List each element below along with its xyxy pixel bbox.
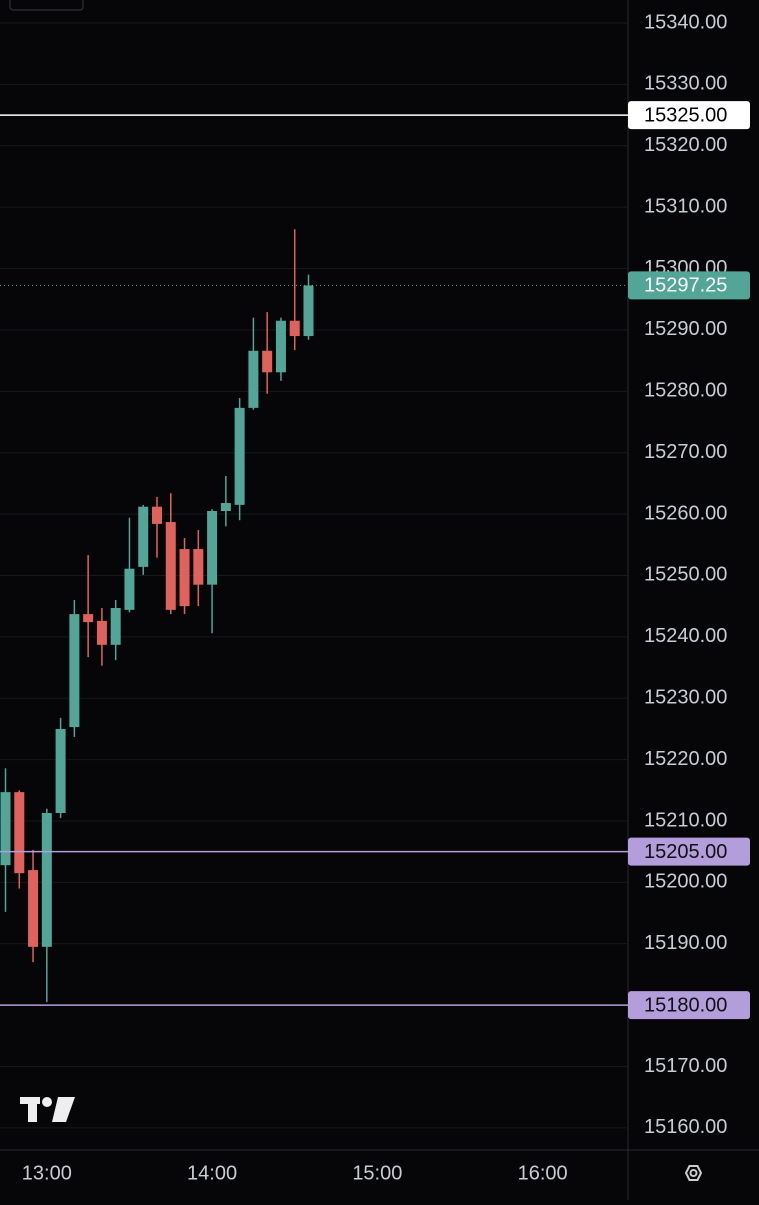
y-tick-label: 15280.00 <box>644 380 727 402</box>
candle-body <box>83 614 94 623</box>
y-tick-label: 15190.00 <box>644 932 727 954</box>
price-badge <box>628 271 750 300</box>
candle-body <box>124 568 135 610</box>
price-badge-label: 15180.00 <box>644 994 727 1016</box>
candle-body <box>69 614 80 728</box>
candle-body <box>220 503 231 512</box>
x-tick-label: 15:00 <box>352 1162 402 1184</box>
y-tick-label: 15230.00 <box>644 687 727 709</box>
price-badge <box>628 101 750 130</box>
candle-body <box>28 870 39 947</box>
candle-body <box>110 607 121 645</box>
x-tick-label: 16:00 <box>518 1162 568 1184</box>
candle-body <box>234 407 245 505</box>
candle-body <box>152 506 162 524</box>
candle-body <box>275 320 286 373</box>
y-tick-label: 15340.00 <box>644 11 727 33</box>
candle-body <box>289 320 300 337</box>
candle-body <box>41 813 52 947</box>
y-tick-label: 15260.00 <box>644 502 727 524</box>
y-tick-label: 15270.00 <box>644 441 727 463</box>
settings-button[interactable] <box>684 1165 703 1181</box>
price-badge-label: 15325.00 <box>644 104 727 126</box>
y-tick-label: 15320.00 <box>644 134 727 156</box>
candle-body <box>262 350 273 373</box>
x-tick-label: 13:00 <box>22 1162 72 1184</box>
candle-body <box>248 350 259 408</box>
y-tick-label: 15210.00 <box>644 809 727 831</box>
price-badge-label: 15205.00 <box>644 841 727 863</box>
candle-body <box>0 792 11 866</box>
y-tick-label: 15330.00 <box>644 73 727 95</box>
candle-body <box>303 285 314 337</box>
candle-body <box>14 792 25 874</box>
y-tick-label: 15170.00 <box>644 1055 727 1077</box>
y-tick-label: 15160.00 <box>644 1116 727 1138</box>
toolbar-button[interactable] <box>9 0 84 11</box>
y-tick-label: 15250.00 <box>644 564 727 586</box>
candle-body <box>193 549 204 585</box>
y-tick-label: 15200.00 <box>644 871 727 893</box>
candle-body <box>55 728 66 814</box>
candle-body <box>138 506 149 567</box>
candle-body <box>96 620 107 645</box>
candle-body <box>165 522 176 610</box>
price-badge <box>628 837 750 866</box>
x-tick-label: 14:00 <box>187 1162 237 1184</box>
price-badge-label: 15297.25 <box>644 275 727 297</box>
logo <box>20 1097 75 1122</box>
y-tick-label: 15220.00 <box>644 748 727 770</box>
y-tick-label: 15240.00 <box>644 625 727 647</box>
price-badge <box>628 991 750 1020</box>
y-tick-label: 15290.00 <box>644 318 727 340</box>
y-tick-label: 15310.00 <box>644 195 727 217</box>
candle-body <box>207 511 218 585</box>
candle-body <box>179 549 190 607</box>
